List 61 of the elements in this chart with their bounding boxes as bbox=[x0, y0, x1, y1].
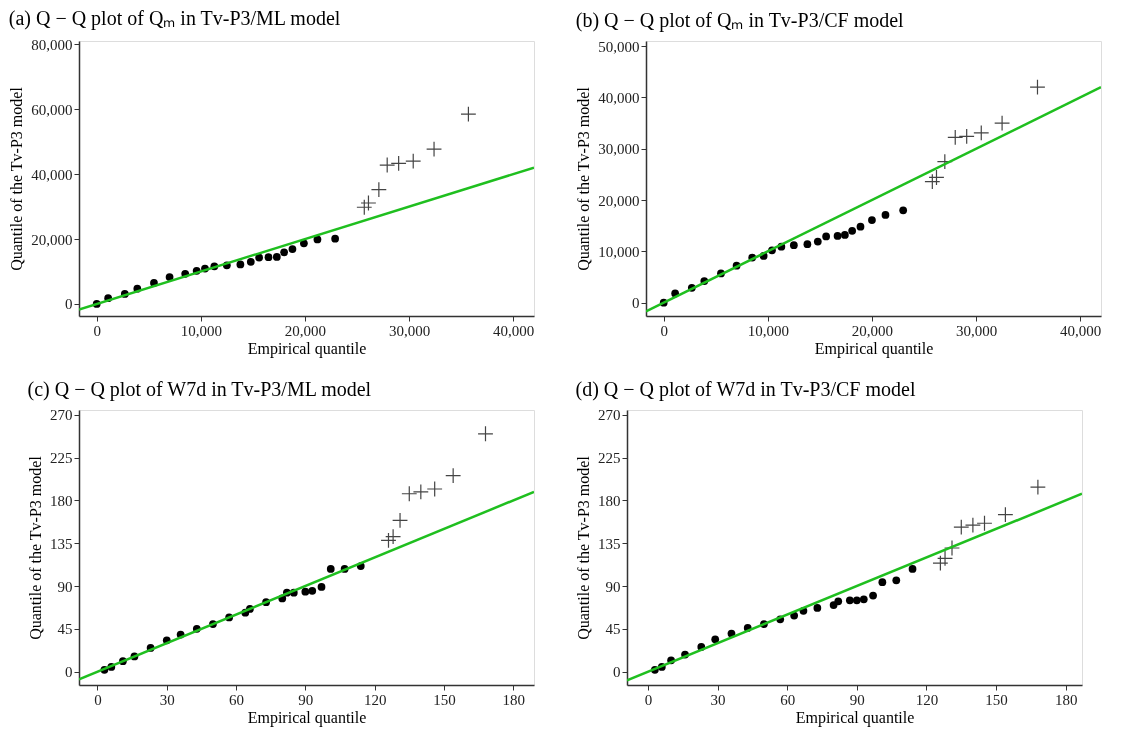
x-axis-title: Empirical quantile bbox=[247, 708, 367, 727]
y-tick-label: 0 bbox=[65, 664, 73, 681]
chart-title: (c) Q − Q plot of W7d in Tv-P3/ML model bbox=[27, 377, 372, 401]
y-tick-label: 10,000 bbox=[598, 243, 640, 260]
x-tick-label: 30 bbox=[710, 691, 726, 708]
x-tick-label: 10,000 bbox=[180, 322, 222, 339]
x-tick-label: 30,000 bbox=[955, 322, 998, 339]
y-tick-label: 80,000 bbox=[31, 36, 73, 53]
y-tick-label: 0 bbox=[65, 296, 73, 313]
x-tick-label: 180 bbox=[502, 691, 525, 708]
x-tick-label: 60 bbox=[780, 691, 796, 708]
y-tick-label: 20,000 bbox=[31, 231, 73, 248]
x-tick-label: 0 bbox=[93, 322, 101, 339]
x-tick-label: 20,000 bbox=[851, 322, 894, 339]
y-axis-title: Quantile of the Tv-P3 model bbox=[575, 86, 593, 271]
x-tick-label: 30,000 bbox=[388, 322, 431, 339]
y-axis-title: Quantile of the Tv-P3 model bbox=[8, 86, 26, 271]
x-tick-label: 90 bbox=[298, 691, 314, 708]
x-tick-label: 60 bbox=[229, 691, 245, 708]
y-tick-label: 270 bbox=[598, 407, 621, 424]
chart-title: (b) Q − Q plot of Qₘ in Tv-P3/CF model bbox=[575, 9, 905, 33]
y-tick-label: 40,000 bbox=[598, 89, 640, 106]
y-tick-label: 180 bbox=[50, 492, 73, 509]
x-axis-title: Empirical quantile bbox=[247, 339, 367, 358]
x-tick-label: 40,000 bbox=[1060, 322, 1102, 339]
y-axis-title: Quantile of the Tv-P3 model bbox=[575, 455, 592, 640]
x-tick-label: 0 bbox=[660, 322, 668, 339]
y-tick-label: 45 bbox=[605, 621, 621, 638]
y-tick-label: 40,000 bbox=[31, 166, 73, 183]
x-tick-label: 90 bbox=[849, 691, 865, 708]
x-tick-label: 180 bbox=[1055, 691, 1078, 708]
x-tick-label: 20,000 bbox=[284, 322, 327, 339]
y-tick-label: 90 bbox=[57, 578, 73, 595]
y-tick-label: 90 bbox=[605, 578, 621, 595]
y-tick-label: 0 bbox=[632, 295, 640, 312]
y-axis-title: Quantile of the Tv-P3 model bbox=[27, 455, 44, 640]
y-tick-label: 45 bbox=[57, 621, 73, 638]
y-tick-label: 0 bbox=[613, 664, 621, 681]
x-axis-title: Empirical quantile bbox=[814, 339, 934, 358]
x-axis-title: Empirical quantile bbox=[795, 708, 915, 727]
x-tick-label: 150 bbox=[433, 691, 456, 708]
x-tick-label: 0 bbox=[94, 691, 102, 708]
x-tick-label: 150 bbox=[985, 691, 1008, 708]
y-tick-label: 30,000 bbox=[598, 141, 640, 158]
y-tick-label: 270 bbox=[50, 407, 73, 424]
x-tick-label: 0 bbox=[644, 691, 653, 708]
x-tick-label: 120 bbox=[363, 691, 387, 708]
y-tick-label: 180 bbox=[598, 492, 621, 509]
y-tick-label: 225 bbox=[598, 450, 621, 467]
y-tick-label: 135 bbox=[50, 535, 73, 552]
y-tick-label: 225 bbox=[50, 450, 73, 467]
y-tick-label: 50,000 bbox=[598, 38, 640, 55]
chart-title: (d) Q − Q plot of W7d in Tv-P3/CF model bbox=[575, 377, 916, 401]
x-tick-label: 40,000 bbox=[493, 322, 535, 339]
x-tick-label: 10,000 bbox=[747, 322, 789, 339]
x-tick-label: 30 bbox=[159, 691, 175, 708]
y-tick-label: 60,000 bbox=[31, 101, 73, 118]
y-tick-label: 20,000 bbox=[598, 192, 640, 209]
x-tick-label: 120 bbox=[915, 691, 939, 708]
y-tick-label: 135 bbox=[598, 535, 621, 552]
chart-title: (a) Q − Q plot of Qₘ in Tv-P3/ML model bbox=[8, 7, 341, 31]
